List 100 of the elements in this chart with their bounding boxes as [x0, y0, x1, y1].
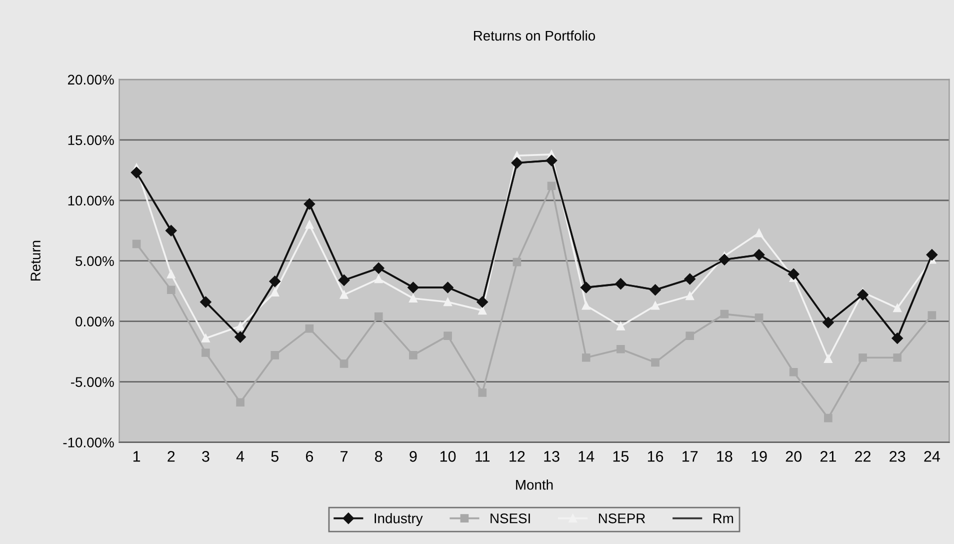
- x-tick-label: 2: [168, 451, 175, 462]
- point: [824, 354, 832, 363]
- point: [409, 294, 418, 303]
- point: [374, 312, 383, 321]
- x-tick-label: 12: [510, 451, 525, 462]
- x-tick-label: 3: [202, 451, 210, 462]
- point: [720, 310, 729, 318]
- chart-title: Returns on Portfolio: [474, 30, 596, 41]
- legend-label: Rm: [713, 514, 734, 524]
- point: [822, 316, 834, 328]
- point: [374, 274, 383, 284]
- point: [788, 268, 800, 280]
- x-tick-label: 17: [682, 451, 698, 462]
- x-tick-label: 22: [855, 451, 871, 462]
- point: [166, 225, 177, 236]
- point: [132, 240, 141, 248]
- x-tick-label: 15: [613, 451, 629, 462]
- y-tick-label: -5.00%: [71, 377, 114, 387]
- x-axis-title: Month: [516, 480, 553, 490]
- point: [442, 282, 454, 294]
- point: [408, 282, 419, 294]
- x-tick-label: 1: [133, 451, 140, 462]
- point: [893, 353, 902, 362]
- point: [373, 262, 384, 274]
- point: [202, 334, 210, 342]
- point: [340, 359, 348, 368]
- y-tick-label: 10.00%: [68, 196, 114, 206]
- point: [651, 358, 660, 367]
- x-tick-label: 9: [410, 451, 417, 462]
- x-tick-label: 14: [578, 451, 594, 462]
- x-tick-label: 16: [648, 451, 664, 462]
- point: [684, 273, 696, 285]
- legend-label: NSEPR: [598, 513, 646, 524]
- point: [269, 276, 280, 288]
- x-tick-label: 6: [306, 451, 314, 462]
- x-tick-label: 20: [786, 451, 802, 462]
- point: [338, 274, 350, 286]
- x-tick-label: 23: [890, 451, 906, 462]
- point: [166, 270, 176, 278]
- point: [892, 332, 903, 344]
- x-tick-label: 24: [924, 451, 940, 462]
- y-tick-label: 15.00%: [68, 135, 114, 146]
- x-tick-label: 21: [820, 451, 836, 462]
- point: [200, 296, 212, 308]
- point: [547, 182, 556, 190]
- y-tick-label: 5.00%: [76, 256, 114, 266]
- x-tick-label: 18: [717, 451, 732, 462]
- point: [789, 368, 798, 376]
- point: [305, 220, 314, 229]
- point: [130, 166, 142, 178]
- point: [478, 388, 487, 397]
- point: [236, 322, 244, 330]
- point: [305, 324, 314, 333]
- point: [582, 353, 590, 362]
- point: [824, 414, 832, 422]
- point: [754, 314, 764, 322]
- point: [858, 353, 867, 362]
- point: [857, 289, 868, 300]
- point: [234, 331, 246, 343]
- y-tick-label: -10.00%: [63, 438, 114, 448]
- point: [926, 249, 938, 260]
- point: [270, 351, 280, 360]
- point: [478, 306, 487, 315]
- y-axis-title: Return: [30, 240, 40, 281]
- x-tick-label: 7: [340, 451, 348, 462]
- point: [893, 304, 902, 312]
- point: [546, 154, 558, 166]
- x-tick-label: 4: [236, 451, 244, 462]
- point: [512, 258, 522, 266]
- point: [753, 249, 765, 260]
- point: [616, 344, 625, 354]
- point: [754, 228, 764, 238]
- legend-label: NSESI: [490, 513, 530, 524]
- point: [476, 296, 488, 308]
- point: [615, 278, 626, 290]
- x-tick-label: 8: [375, 451, 382, 462]
- point: [580, 282, 592, 294]
- point: [928, 311, 936, 320]
- point: [650, 284, 661, 296]
- point: [304, 198, 316, 210]
- y-tick-label: 0.00%: [76, 316, 114, 326]
- x-tick-label: 11: [476, 451, 490, 462]
- point: [166, 286, 176, 294]
- x-tick-label: 10: [440, 451, 456, 462]
- x-tick-label: 19: [752, 451, 767, 462]
- point: [340, 290, 348, 299]
- point: [582, 301, 590, 310]
- point: [616, 322, 625, 330]
- point: [270, 288, 280, 296]
- point: [444, 298, 452, 306]
- point: [686, 332, 694, 340]
- legend-label: Industry: [374, 513, 423, 526]
- point: [718, 254, 730, 266]
- point: [409, 351, 418, 360]
- point: [202, 348, 210, 357]
- x-tick-label: 13: [544, 451, 560, 462]
- y-tick-label: 20.00%: [68, 74, 114, 85]
- point: [444, 332, 452, 340]
- point: [236, 398, 244, 407]
- point: [511, 157, 523, 168]
